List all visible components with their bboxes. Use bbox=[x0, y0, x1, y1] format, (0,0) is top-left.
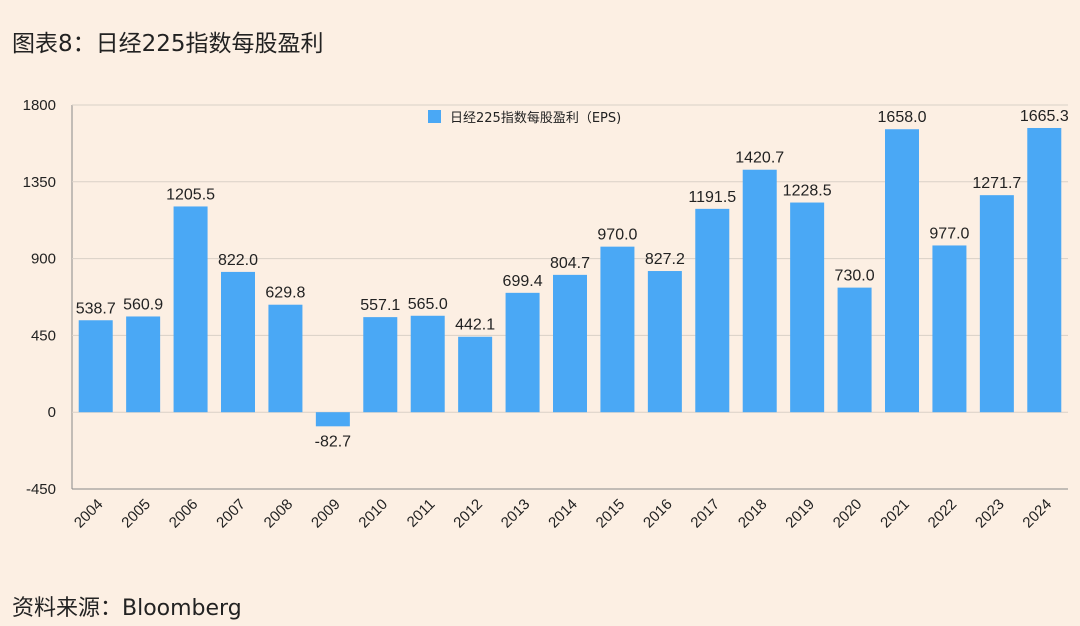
x-tick-label: 2013 bbox=[498, 496, 534, 532]
chart-title: 图表8：日经225指数每股盈利 bbox=[12, 31, 324, 57]
data-label-2011: 565.0 bbox=[408, 296, 448, 313]
bar-2004 bbox=[78, 320, 113, 413]
data-label-2014: 804.7 bbox=[550, 255, 590, 272]
bar-2016 bbox=[647, 271, 682, 413]
data-label-2008: 629.8 bbox=[265, 285, 305, 302]
data-label-2016: 827.2 bbox=[645, 251, 685, 268]
data-label-2010: 557.1 bbox=[360, 297, 400, 314]
bar-2007 bbox=[221, 271, 255, 413]
bar-2011 bbox=[410, 315, 445, 413]
x-tick-label: 2018 bbox=[735, 496, 771, 532]
eps-bar-chart: -450 0 450 900 1350 1800 538.7 2004 560.9 2005 120… bbox=[23, 97, 1069, 532]
data-label-2021: 1658.0 bbox=[878, 109, 927, 126]
x-tick-label: 2022 bbox=[925, 496, 961, 532]
y-tick-label: 900 bbox=[31, 251, 56, 268]
data-label-2024: 1665.3 bbox=[1020, 108, 1069, 125]
x-tick-label: 2010 bbox=[355, 496, 391, 532]
bar-2012 bbox=[458, 336, 493, 413]
data-label-2004: 538.7 bbox=[76, 300, 116, 317]
x-tick-label: 2011 bbox=[404, 496, 439, 531]
bar-2015 bbox=[600, 246, 635, 413]
data-label-2022: 977.0 bbox=[929, 225, 969, 242]
bar-2018 bbox=[742, 169, 777, 413]
data-label-2009: -82.7 bbox=[315, 433, 352, 450]
bar-2010 bbox=[363, 317, 398, 413]
x-tick-label: 2017 bbox=[687, 496, 723, 532]
bar-2009 bbox=[315, 412, 350, 427]
x-tick-label: 2019 bbox=[782, 496, 818, 532]
data-label-2015: 970.0 bbox=[597, 227, 637, 244]
x-tick-label: 2023 bbox=[972, 496, 1008, 532]
bar-2022 bbox=[932, 245, 967, 413]
y-tick-label: 450 bbox=[31, 327, 56, 344]
x-tick-label: 2004 bbox=[71, 496, 107, 532]
data-label-2005: 560.9 bbox=[123, 296, 163, 313]
x-tick-label: 2014 bbox=[545, 496, 581, 532]
x-tick-label: 2007 bbox=[213, 496, 249, 532]
y-tick-label: 1350 bbox=[23, 174, 56, 191]
x-tick-label: 2021 bbox=[877, 496, 913, 532]
data-label-2013: 699.4 bbox=[503, 273, 543, 290]
data-label-2018: 1420.7 bbox=[735, 150, 784, 167]
bar-2017 bbox=[695, 208, 730, 413]
legend-label: 日经225指数每股盈利（EPS) bbox=[450, 110, 621, 126]
bar-2014 bbox=[553, 274, 587, 413]
x-tick-label: 2005 bbox=[118, 496, 154, 532]
x-tick-label: 2009 bbox=[308, 496, 344, 532]
data-label-2019: 1228.5 bbox=[783, 183, 832, 200]
bar-2013 bbox=[505, 292, 540, 413]
y-tick-label: -450 bbox=[26, 481, 56, 498]
bar-2005 bbox=[126, 316, 161, 413]
x-tick-label: 2012 bbox=[450, 496, 486, 532]
bar-2006 bbox=[173, 206, 208, 413]
bar-2019 bbox=[790, 202, 825, 413]
y-tick-label: 1800 bbox=[23, 97, 56, 114]
bar-2023 bbox=[979, 195, 1014, 413]
x-tick-label: 2015 bbox=[593, 496, 629, 532]
data-label-2020: 730.0 bbox=[835, 268, 875, 285]
x-tick-label: 2024 bbox=[1019, 496, 1055, 532]
data-label-2023: 1271.7 bbox=[972, 175, 1021, 192]
data-label-2006: 1205.5 bbox=[166, 186, 215, 203]
y-tick-label: 0 bbox=[48, 404, 56, 421]
bar-2020 bbox=[837, 287, 872, 413]
source-note: 资料来源：Bloomberg bbox=[12, 596, 242, 621]
bar-2008 bbox=[268, 304, 303, 413]
x-tick-label: 2006 bbox=[166, 496, 202, 532]
data-label-2007: 822.0 bbox=[218, 252, 258, 269]
legend-swatch bbox=[428, 110, 441, 123]
bar-2024 bbox=[1027, 127, 1062, 413]
x-tick-label: 2020 bbox=[830, 496, 866, 532]
x-tick-label: 2016 bbox=[640, 496, 676, 532]
bar-2021 bbox=[885, 129, 919, 413]
x-tick-label: 2008 bbox=[261, 496, 297, 532]
data-label-2017: 1191.5 bbox=[688, 189, 736, 206]
data-label-2012: 442.1 bbox=[455, 317, 495, 334]
